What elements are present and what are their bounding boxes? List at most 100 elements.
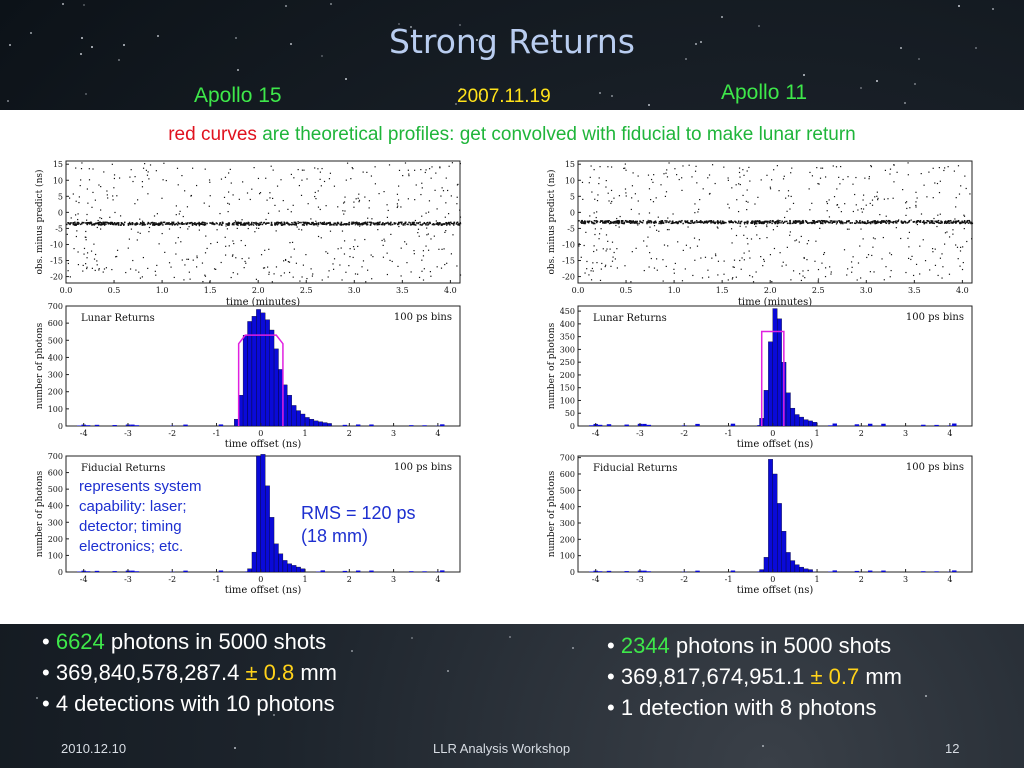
y-tick-label: 700	[560, 454, 575, 463]
x-tick-label: -3	[124, 575, 132, 584]
background-photon	[224, 254, 227, 256]
background-photon	[739, 183, 741, 186]
background-photon	[112, 195, 114, 197]
background-photon	[911, 255, 913, 257]
background-photon	[362, 260, 365, 262]
return-photon	[242, 223, 244, 225]
background-photon	[135, 269, 137, 271]
y-tick-label: -5	[567, 224, 575, 233]
return-photon	[257, 222, 259, 225]
background-photon	[408, 175, 410, 177]
background-photon	[146, 174, 149, 176]
star	[86, 704, 89, 707]
return-photon	[761, 221, 764, 223]
background-photon	[598, 177, 600, 179]
return-photon	[822, 220, 824, 223]
return-photon	[948, 222, 950, 225]
background-photon	[896, 171, 898, 173]
return-photon	[110, 222, 113, 224]
background-photon	[232, 254, 234, 256]
return-photon	[866, 220, 869, 222]
background-photon	[92, 168, 94, 170]
return-photon	[233, 223, 235, 226]
background-photon	[168, 228, 171, 230]
background-photon	[889, 276, 891, 278]
return-photon	[708, 220, 711, 222]
background-photon	[165, 179, 167, 182]
return-photon	[399, 221, 401, 224]
background-photon	[354, 273, 357, 275]
background-photon	[219, 212, 221, 215]
background-photon	[274, 204, 276, 206]
background-photon	[68, 197, 71, 199]
return-photon	[93, 224, 96, 226]
background-photon	[236, 227, 238, 230]
return-photon	[333, 224, 335, 226]
histogram-bar	[304, 417, 310, 427]
background-photon	[920, 213, 923, 215]
background-photon	[310, 268, 312, 270]
histogram-bar	[799, 416, 804, 427]
background-photon	[181, 174, 183, 177]
return-photon	[453, 222, 455, 225]
background-photon	[618, 195, 621, 197]
return-photon	[926, 220, 929, 222]
background-photon	[769, 188, 772, 190]
background-photon	[582, 198, 584, 201]
background-photon	[803, 257, 805, 259]
return-photon	[123, 224, 125, 226]
return-photon	[203, 221, 205, 224]
background-photon	[216, 229, 218, 231]
background-bin	[624, 571, 629, 572]
return-photon	[274, 223, 276, 225]
background-photon	[613, 251, 615, 254]
bullet-glyph: •	[607, 664, 615, 689]
return-photon	[744, 221, 746, 224]
return-photon	[781, 220, 783, 223]
background-photon	[230, 182, 232, 184]
background-photon	[257, 177, 260, 180]
background-photon	[142, 256, 145, 259]
background-photon	[107, 197, 109, 199]
return-photon	[874, 220, 876, 222]
return-photon	[232, 222, 234, 225]
range-unit: mm	[859, 664, 902, 689]
background-photon	[228, 191, 230, 193]
star	[721, 16, 724, 19]
background-photon	[285, 259, 287, 261]
return-photon	[81, 221, 83, 224]
return-photon	[91, 224, 94, 226]
background-photon	[198, 229, 200, 231]
background-photon	[127, 247, 129, 249]
background-photon	[781, 265, 783, 267]
star	[61, 2, 64, 5]
return-photon	[319, 221, 322, 224]
background-photon	[119, 215, 122, 217]
y-tick-label: 200	[48, 388, 63, 397]
return-photon	[336, 224, 338, 226]
return-photon	[306, 223, 308, 226]
star	[903, 101, 906, 104]
return-photon	[270, 223, 273, 225]
background-photon	[630, 208, 632, 211]
background-photon	[586, 260, 588, 263]
return-photon	[792, 221, 795, 224]
return-photon	[324, 223, 326, 225]
background-bin	[642, 423, 647, 426]
background-bin	[589, 425, 594, 426]
return-photon	[754, 220, 756, 222]
background-photon	[631, 197, 633, 199]
background-photon	[666, 229, 669, 231]
background-photon	[421, 215, 423, 217]
annotation-line: electronics; etc.	[79, 538, 184, 555]
return-photon	[892, 220, 895, 223]
return-photon	[863, 221, 866, 223]
background-photon	[694, 212, 696, 214]
return-photon	[132, 222, 134, 225]
background-photon	[605, 264, 607, 266]
background-photon	[275, 230, 277, 232]
return-photon	[884, 221, 887, 224]
background-photon	[771, 179, 773, 181]
return-photon	[965, 221, 968, 223]
background-photon	[731, 187, 733, 189]
